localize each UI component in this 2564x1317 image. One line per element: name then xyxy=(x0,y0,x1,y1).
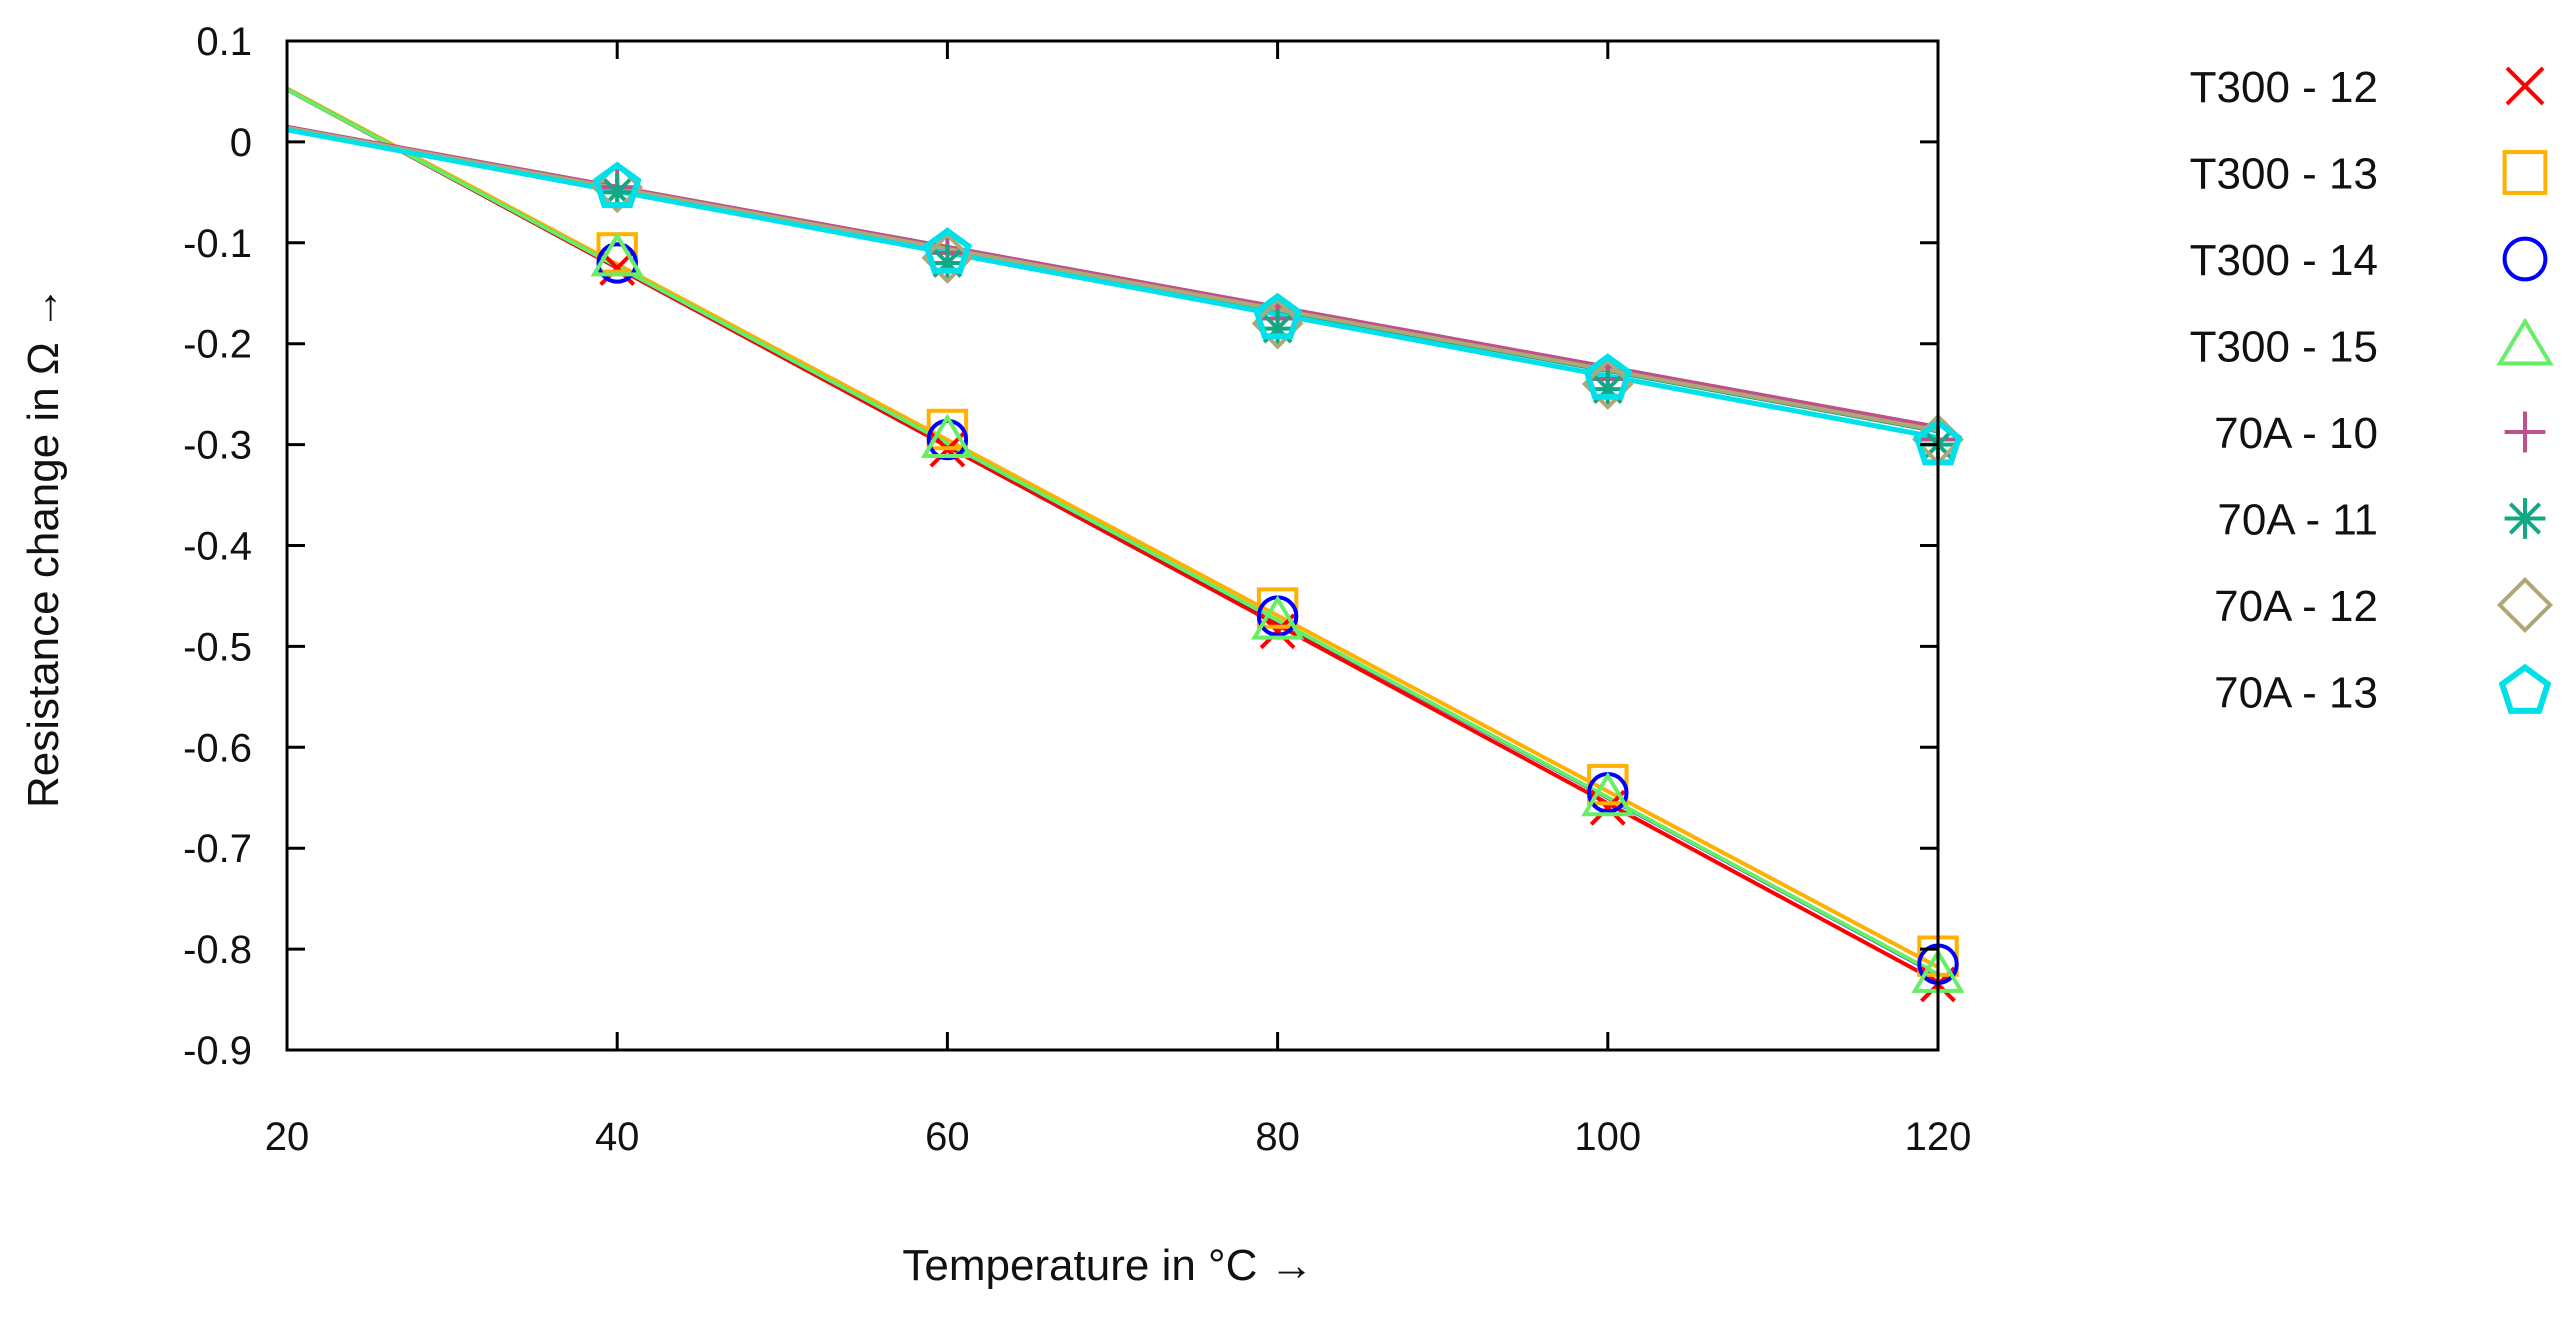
y-tick-label: -0.2 xyxy=(183,323,252,367)
y-tick-label: -0.6 xyxy=(183,726,252,770)
data-point-s8-2 xyxy=(922,227,972,274)
y-tick-label: -0.1 xyxy=(183,222,252,266)
series-line-7 xyxy=(286,125,1939,433)
legend-label-3: T300 - 14 xyxy=(2190,236,2378,285)
data-point-s3-1 xyxy=(596,242,638,284)
legend-marker-8 xyxy=(2498,663,2552,714)
legend-label-6: 70A - 11 xyxy=(2217,496,2378,545)
series-line-8 xyxy=(286,127,1939,440)
data-point-s2-2 xyxy=(926,408,969,451)
y-tick-label: 0 xyxy=(230,121,252,165)
data-point-s4-4 xyxy=(1581,771,1635,817)
data-point-s7-3 xyxy=(1251,297,1304,350)
x-tick-label: 20 xyxy=(265,1115,310,1159)
legend-marker-2 xyxy=(2502,150,2548,195)
y-axis-title: Resistance change in Ω → xyxy=(19,286,68,808)
legend-label-2: T300 - 13 xyxy=(2190,150,2378,199)
y-tick-label: -0.7 xyxy=(183,827,252,871)
axes: 20 40 60 80 100 120 0.1 0 -0.1 -0.2 -0.3 -0.4 -0.5 -0… xyxy=(183,20,1971,1159)
data-point-s7-2 xyxy=(921,232,974,284)
series-line-4 xyxy=(286,87,1939,977)
y-tick-label: 0.1 xyxy=(196,20,252,64)
x-tick-label: 80 xyxy=(1255,1115,1300,1159)
x-axis-title: Temperature in °C → xyxy=(902,1241,1313,1290)
legend-label-5: 70A - 10 xyxy=(2214,409,2378,458)
legend-label-4: T300 - 15 xyxy=(2190,323,2378,372)
legend: T300 - 12 T300 - 13 T300 - 14 T300 - 15 70A … xyxy=(2190,63,2554,718)
data-point-s8-3 xyxy=(1253,292,1303,340)
data-point-s8-4 xyxy=(1583,353,1633,400)
x-tick-label: 120 xyxy=(1905,1115,1972,1159)
data-point-s4-1 xyxy=(590,232,644,277)
y-tick-label: -0.3 xyxy=(183,424,252,468)
legend-marker-1 xyxy=(2505,66,2545,106)
y-tick-label: -0.9 xyxy=(183,1029,252,1073)
legend-marker-6 xyxy=(2504,498,2546,539)
y-tick-label: -0.4 xyxy=(183,525,252,569)
x-tick-label: 40 xyxy=(595,1115,640,1159)
data-point-s7-4 xyxy=(1581,358,1634,410)
legend-marker-4 xyxy=(2496,317,2554,366)
legend-marker-3 xyxy=(2502,236,2548,282)
y-tick-label: -0.5 xyxy=(183,625,252,669)
legend-marker-7 xyxy=(2496,576,2554,634)
data-point-s4-3 xyxy=(1250,595,1305,640)
legend-marker-5 xyxy=(2504,411,2546,453)
y-tick-label: -0.8 xyxy=(183,928,252,972)
legend-label-8: 70A - 13 xyxy=(2214,669,2378,718)
legend-label-1: T300 - 12 xyxy=(2190,63,2378,112)
legend-label-7: 70A - 12 xyxy=(2214,582,2378,631)
x-tick-label: 60 xyxy=(925,1115,970,1159)
x-tick-label: 100 xyxy=(1574,1115,1641,1159)
data-point-s4-2 xyxy=(920,413,975,459)
data-point-s8-1 xyxy=(592,161,642,209)
